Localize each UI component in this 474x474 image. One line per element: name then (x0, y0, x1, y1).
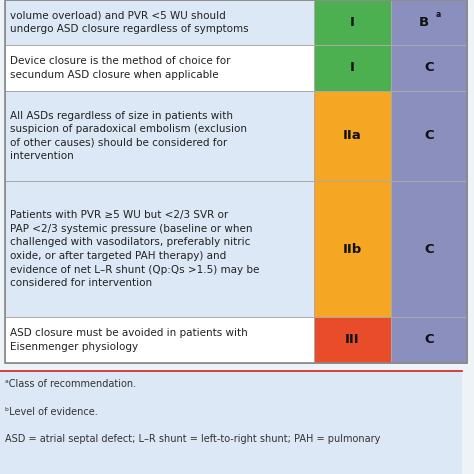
Text: ᵃClass of recommendation.: ᵃClass of recommendation. (5, 379, 136, 389)
Text: I: I (350, 62, 355, 74)
Bar (391, 317, 467, 363)
Bar (5, 46, 314, 91)
Text: Device closure is the method of choice for
secundum ASD closure when applicable: Device closure is the method of choice f… (10, 56, 231, 80)
Bar (314, 317, 391, 363)
Bar (391, 91, 467, 181)
Text: ᵇLevel of evidence.: ᵇLevel of evidence. (5, 407, 97, 417)
Bar (5, 91, 314, 181)
Text: All ASDs regardless of size in patients with
suspicion of paradoxical embolism (: All ASDs regardless of size in patients … (10, 110, 247, 161)
Bar (5, 181, 314, 317)
Bar (314, 0, 391, 46)
Bar (5, 317, 314, 363)
Bar (314, 181, 391, 317)
Text: Patients with PVR ≥5 WU but <2/3 SVR or
PAP <2/3 systemic pressure (baseline or : Patients with PVR ≥5 WU but <2/3 SVR or … (10, 210, 260, 288)
Text: C: C (424, 243, 434, 256)
Text: a: a (436, 10, 441, 19)
Text: I: I (350, 16, 355, 29)
Bar (5, 0, 314, 46)
Text: C: C (424, 129, 434, 143)
Text: B: B (419, 16, 429, 29)
Bar (314, 91, 391, 181)
Text: ASD = atrial septal defect; L–R shunt = left-to-right shunt; PAH = pulmonary: ASD = atrial septal defect; L–R shunt = … (5, 434, 380, 444)
Bar (0, 372, 462, 474)
Bar (391, 0, 467, 46)
Bar (391, 181, 467, 317)
Text: C: C (424, 333, 434, 346)
Text: IIa: IIa (343, 129, 362, 143)
Bar (391, 46, 467, 91)
Bar (314, 46, 391, 91)
Text: C: C (424, 62, 434, 74)
Text: ASD closure must be avoided in patients with
Eisenmenger physiology: ASD closure must be avoided in patients … (10, 328, 248, 352)
Text: III: III (345, 333, 360, 346)
Text: IIb: IIb (343, 243, 362, 256)
Text: volume overload) and PVR <5 WU should
undergo ASD closure regardless of symptoms: volume overload) and PVR <5 WU should un… (10, 11, 249, 35)
Bar (5, 0, 467, 363)
